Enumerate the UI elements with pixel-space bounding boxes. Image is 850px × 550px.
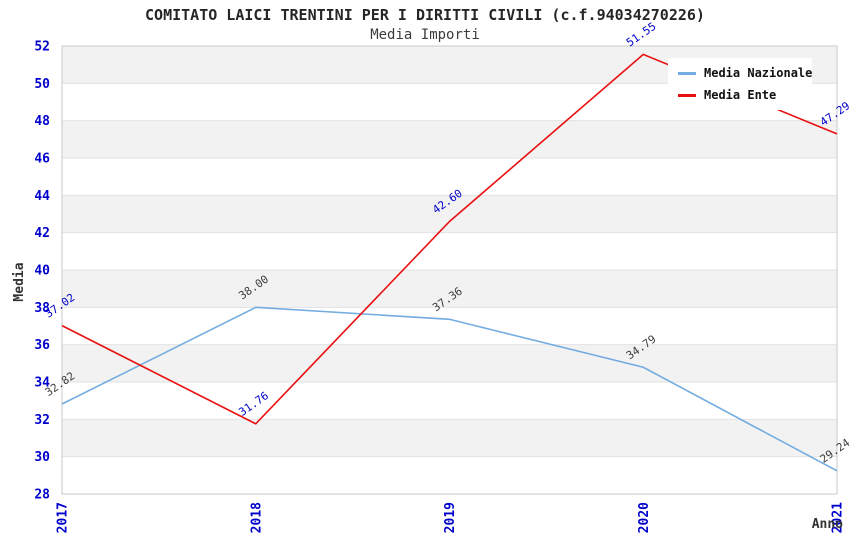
plot-band <box>62 344 837 382</box>
x-tick-label: 2017 <box>56 502 71 533</box>
y-tick-label: 50 <box>34 77 50 92</box>
plot-band <box>62 158 837 196</box>
media-ente-line-swatch-icon <box>678 93 696 97</box>
plot-band <box>62 419 837 457</box>
plot-band <box>62 382 837 420</box>
legend-item-media-ente: Media Ente <box>678 88 802 102</box>
x-tick-labels: 2017 2018 2019 2020 2021 <box>56 502 846 533</box>
plot-border <box>61 45 838 495</box>
plot-band <box>62 232 837 270</box>
plot-band <box>62 456 837 494</box>
x-tick-label: 2020 <box>637 502 652 533</box>
y-tick-label: 42 <box>34 226 50 241</box>
x-tick-label: 2021 <box>831 502 846 533</box>
plot-band <box>62 120 837 158</box>
plot-band <box>62 307 837 345</box>
media-nazionale-line-swatch-icon <box>678 71 696 75</box>
x-axis-label: Anno <box>811 517 843 532</box>
series-line-media-nazionale <box>61 306 838 472</box>
legend: Media Nazionale Media Ente <box>668 58 812 110</box>
plot-band <box>62 270 837 308</box>
chart-subtitle: Media Importi <box>370 27 480 43</box>
plot-band <box>62 195 837 233</box>
y-tick-label: 28 <box>34 488 50 503</box>
y-tick-label: 36 <box>34 338 50 353</box>
point-label: 51.55 <box>624 20 659 50</box>
gridlines <box>62 82 837 458</box>
chart-title: COMITATO LAICI TRENTINI PER I DIRITTI CI… <box>145 6 705 24</box>
x-tick-label: 2019 <box>443 502 458 533</box>
y-tick-label: 48 <box>34 114 50 129</box>
y-tick-label: 52 <box>34 40 50 55</box>
y-tick-label: 30 <box>34 450 50 465</box>
legend-label: Media Nazionale <box>704 66 813 80</box>
y-tick-label: 34 <box>34 376 50 391</box>
y-tick-label: 44 <box>34 189 50 204</box>
legend-label: Media Ente <box>704 88 777 102</box>
y-axis-label: Media <box>12 262 27 302</box>
y-tick-label: 32 <box>34 413 50 428</box>
plot-bands <box>62 46 837 494</box>
y-tick-label: 38 <box>34 301 50 316</box>
y-tick-label: 40 <box>34 264 50 279</box>
x-tick-label: 2018 <box>249 502 264 533</box>
y-tick-label: 46 <box>34 152 50 167</box>
legend-item-media-nazionale: Media Nazionale <box>678 66 812 80</box>
y-tick-labels: 52 50 48 46 44 42 40 38 36 34 32 30 28 <box>34 40 50 503</box>
